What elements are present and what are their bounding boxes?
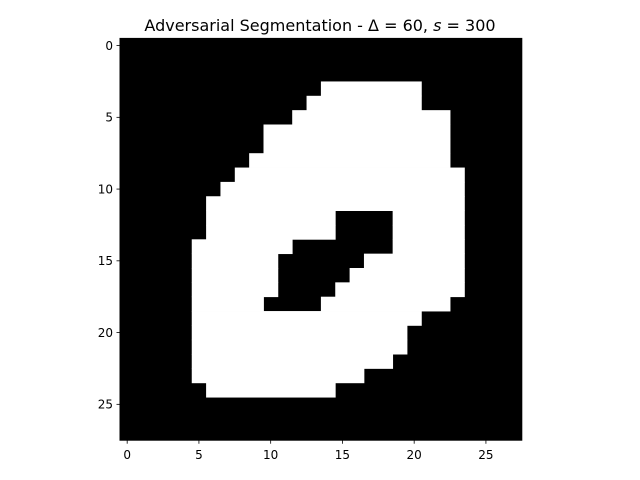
heatmap-cell-run (335, 282, 465, 298)
heatmap-cell-run (220, 181, 465, 197)
heatmap-cell-run (206, 224, 336, 240)
x-tick-label: 25 (478, 448, 493, 462)
x-tick-label: 10 (263, 448, 278, 462)
heatmap-cell-run (191, 311, 422, 326)
heatmap-cell-run (392, 239, 465, 255)
heatmap-cell-run (191, 325, 408, 341)
x-tick-label: 20 (407, 448, 422, 462)
title-equals-1: = 60, (379, 16, 433, 35)
y-tick-label: 0 (105, 39, 113, 53)
y-tick-label: 25 (98, 398, 113, 412)
heatmap-cell-run (249, 153, 451, 168)
chart-title: Adversarial Segmentation - Δ = 60, s = 3… (144, 16, 495, 35)
heatmap-cell-run (349, 268, 465, 283)
heatmap-image (120, 38, 522, 441)
heatmap-cell-run (363, 253, 465, 269)
heatmap-cell-run (191, 253, 279, 269)
heatmap-cell-run (191, 296, 264, 312)
title-prefix: Adversarial Segmentation - (144, 16, 368, 35)
y-tick-label: 15 (98, 254, 113, 268)
heatmap-cell-run (234, 167, 465, 183)
x-tick-label: 15 (335, 448, 350, 462)
heatmap-cell-run (191, 282, 279, 298)
heatmap-cell-run (206, 210, 336, 226)
x-tick-label: 5 (195, 448, 203, 462)
title-equals-2: = 300 (441, 16, 495, 35)
heatmap-cell-run (306, 95, 422, 111)
title-s-symbol: s (433, 16, 441, 35)
title-delta-symbol: Δ (368, 16, 379, 35)
axes-frame (119, 37, 523, 441)
heatmap-cell-run (320, 296, 451, 312)
heatmap-cell-run (292, 110, 451, 125)
heatmap-cell-run (191, 368, 365, 384)
y-tick-label: 20 (98, 326, 113, 340)
heatmap-cell-run (206, 382, 336, 398)
heatmap-cell-run (392, 210, 465, 226)
heatmap-cell-run (191, 354, 394, 369)
heatmap-cell-run (206, 196, 465, 211)
heatmap-cell-run (320, 81, 422, 97)
heatmap-cell-run (392, 224, 465, 240)
heatmap-cell-run (191, 239, 293, 255)
x-axis: 0 5 10 15 20 25 (123, 440, 494, 462)
x-tick-label: 0 (123, 448, 131, 462)
y-axis: 0 5 10 15 20 25 (98, 39, 120, 412)
heatmap-cell-run (263, 124, 451, 140)
heatmap-cell-run (263, 138, 451, 154)
y-tick-label: 10 (98, 182, 113, 196)
y-tick-label: 5 (105, 111, 113, 125)
heatmap-cell-run (191, 339, 408, 355)
heatmap-cell-run (191, 268, 279, 283)
